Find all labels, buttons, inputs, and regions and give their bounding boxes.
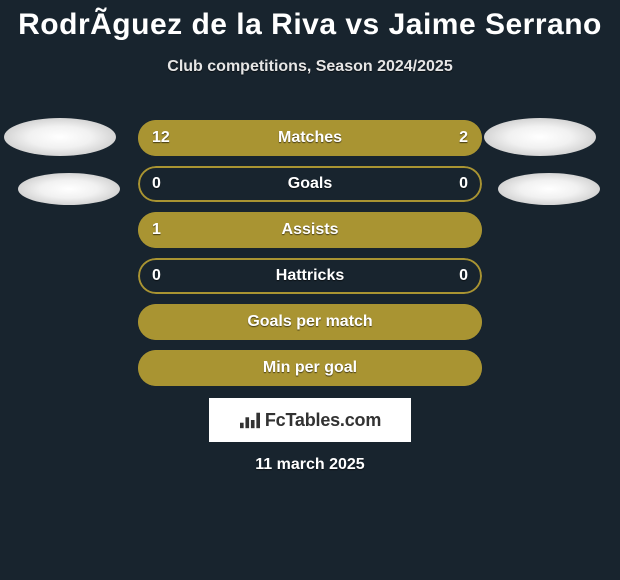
bar-row: 0 0 Hattricks (138, 258, 482, 294)
player-avatar (484, 118, 596, 156)
bar-label: Assists (282, 221, 339, 239)
brand-inner: FcTables.com (239, 410, 381, 431)
bar-label: Min per goal (263, 359, 357, 377)
bar-label: Hattricks (276, 267, 344, 285)
bar-label: Matches (278, 129, 342, 147)
bar-value-left: 1 (152, 221, 161, 239)
player-avatar (4, 118, 116, 156)
page-subtitle: Club competitions, Season 2024/2025 (0, 58, 620, 76)
bar-value-right: 0 (459, 267, 468, 285)
brand-badge: FcTables.com (209, 398, 411, 442)
bar-value-right: 0 (459, 175, 468, 193)
bar-value-right: 2 (459, 129, 468, 147)
bar-row: Min per goal (138, 350, 482, 386)
player-avatar (18, 173, 120, 205)
bar-row: 1 Assists (138, 212, 482, 248)
bar-value-left: 0 (152, 175, 161, 193)
brand-bars-icon (239, 410, 261, 430)
player-avatar (498, 173, 600, 205)
bar-value-left: 12 (152, 129, 170, 147)
bar-label: Goals (288, 175, 332, 193)
bar-label: Goals per match (247, 313, 372, 331)
bar-row: Goals per match (138, 304, 482, 340)
page-title: RodrÃ­guez de la Riva vs Jaime Serrano (0, 0, 620, 42)
bar-value-left: 0 (152, 267, 161, 285)
bar-row: 12 2 Matches (138, 120, 482, 156)
bar-row: 0 0 Goals (138, 166, 482, 202)
footer-date: 11 march 2025 (0, 456, 620, 474)
comparison-chart: 12 2 Matches 0 0 Goals 1 Assists 0 0 Hattricks Goal… (138, 120, 482, 396)
brand-text: FcTables.com (265, 410, 381, 431)
